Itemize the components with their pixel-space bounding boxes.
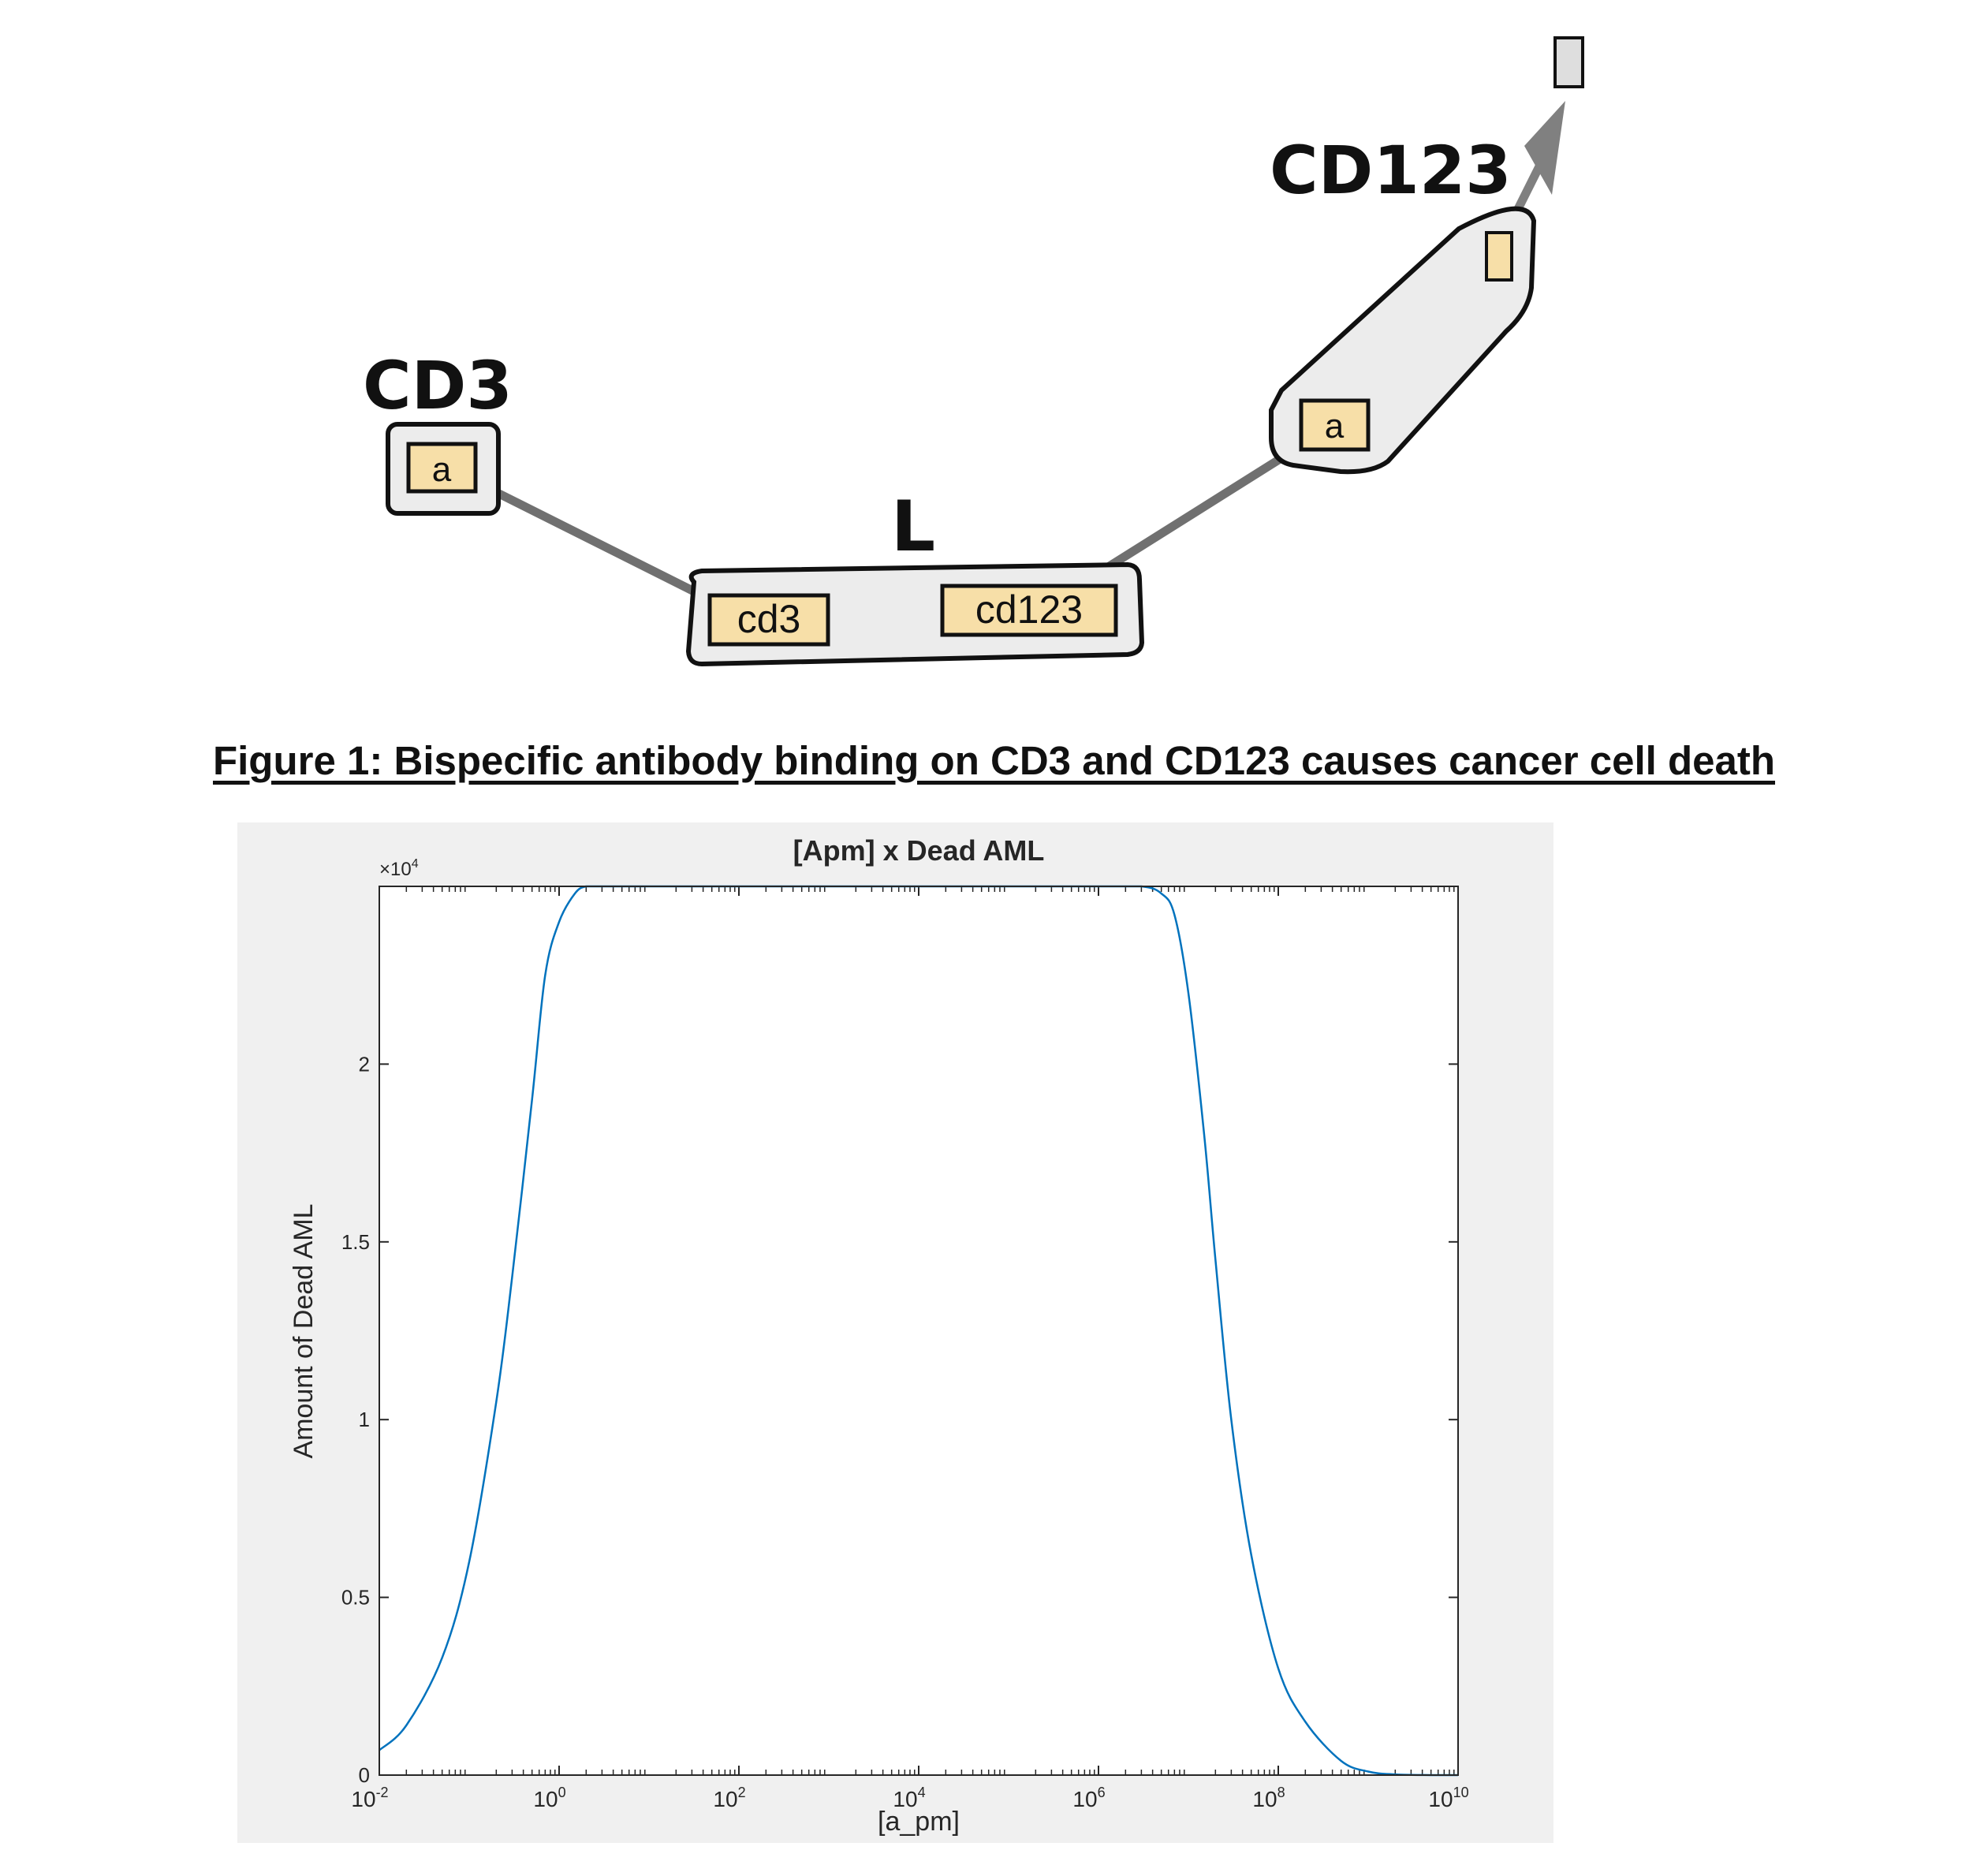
y-tick-label: 0.5 — [341, 1586, 370, 1609]
chart-title: [Apm] x Dead AML — [793, 834, 1045, 867]
cd3-binding-site-box — [707, 593, 830, 647]
y-tick-label: 0 — [359, 1763, 370, 1787]
cd3-binding-site-label: cd3 — [737, 597, 801, 641]
x-tick-label: 1010 — [1428, 1785, 1468, 1811]
y-tick-label: 1.5 — [341, 1230, 370, 1254]
cd123-binding-site-box — [940, 584, 1118, 637]
x-tick-label: 108 — [1252, 1785, 1285, 1811]
x-tick-label: 106 — [1072, 1785, 1105, 1811]
cd3-a-box — [406, 442, 478, 494]
target-receptor-box — [1553, 36, 1584, 88]
x-tick-label: 102 — [713, 1785, 745, 1811]
cd123-title: CD123 — [1270, 132, 1512, 209]
chart-panel: [Apm] x Dead AML Amount of Dead AML [a_p… — [237, 822, 1553, 1843]
y-exponent-multiplier: ×104 — [379, 857, 419, 880]
binding-diagram: CD3 a L cd3 cd123 CD123 a — [363, 36, 1584, 667]
cd123-a-label: a — [1325, 407, 1345, 446]
line-chart: [Apm] x Dead AML Amount of Dead AML [a_p… — [289, 834, 1469, 1837]
x-tick-label: 104 — [893, 1785, 925, 1811]
cd123-a-box — [1299, 398, 1371, 452]
cd3-title: CD3 — [363, 347, 513, 424]
x-tick-label: 10-2 — [351, 1785, 388, 1811]
y-axis-label: Amount of Dead AML — [289, 1203, 319, 1458]
arrowhead-icon — [1524, 101, 1565, 195]
plot-area — [379, 886, 1458, 1775]
cd123-receptor-box — [1485, 231, 1513, 282]
cd123-binding-site-label: cd123 — [975, 587, 1083, 632]
y-exponent-power: 4 — [412, 857, 419, 871]
x-tick-label: 100 — [533, 1785, 565, 1811]
x-axis-label: [a_pm] — [878, 1807, 960, 1837]
x-tick-labels: 10-2 100 102 104 106 108 1010 — [351, 1785, 1468, 1811]
minor-ticks — [405, 886, 1455, 1775]
figure-caption: Figure 1: Bispecific antibody binding on… — [212, 738, 1775, 783]
y-tick-label: 1 — [359, 1408, 370, 1431]
l-title: L — [891, 486, 935, 567]
y-tick-labels: 0 0.5 1 1.5 2 — [341, 1052, 370, 1787]
cd3-a-label: a — [432, 450, 452, 489]
plot-border — [379, 886, 1459, 1776]
y-tick-label: 2 — [359, 1052, 370, 1076]
y-exponent-base: ×10 — [379, 859, 412, 880]
